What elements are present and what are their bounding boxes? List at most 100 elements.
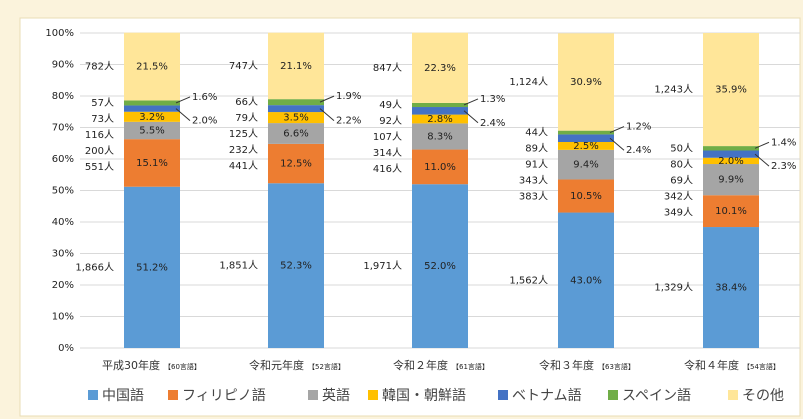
x-tick-label: 令和２年度 (393, 358, 448, 372)
count-label: 383人 (519, 191, 548, 203)
bar-segment (703, 157, 759, 165)
outside-value-label: 1.3% (480, 94, 505, 105)
bar-segment (558, 212, 614, 348)
value-label: 35.9% (715, 85, 747, 96)
leader-line (319, 95, 335, 103)
y-tick-label: 40% (52, 217, 74, 228)
legend-swatch (88, 390, 98, 400)
legend-swatch (498, 390, 508, 400)
y-tick-label: 0% (58, 343, 74, 354)
count-label: 57人 (91, 97, 114, 109)
x-tick-label: 令和３年度 (539, 358, 594, 372)
bar-segment (558, 33, 614, 131)
value-label: 10.5% (570, 191, 602, 202)
count-label: 232人 (229, 144, 258, 156)
value-label: 52.0% (424, 261, 456, 272)
bar-segment (124, 105, 180, 112)
value-label: 2.8% (427, 114, 452, 125)
y-tick-label: 30% (52, 249, 74, 260)
count-label: 50人 (670, 142, 693, 154)
value-label: 5.5% (139, 125, 164, 136)
count-label: 89人 (525, 143, 548, 155)
count-label: 49人 (379, 99, 402, 111)
leader-line (463, 98, 479, 106)
bar-segment (268, 32, 324, 100)
bar-segment (124, 121, 180, 140)
count-label: 1,329人 (654, 282, 693, 294)
bar-segment (412, 114, 468, 124)
count-label: 416人 (373, 163, 402, 175)
leader-line (319, 108, 335, 121)
bar-segment (412, 107, 468, 115)
legend-label: その他 (742, 388, 784, 404)
bar-segment (703, 227, 759, 348)
count-label: 1,562人 (509, 274, 548, 286)
bar-segment (703, 164, 759, 196)
value-label: 11.0% (424, 162, 456, 173)
y-tick-label: 80% (52, 91, 74, 102)
value-label: 8.3% (427, 131, 452, 142)
bar-segment (124, 32, 180, 101)
value-label: 3.2% (139, 112, 164, 123)
outside-value-label: 2.2% (336, 116, 361, 127)
bar-segment (703, 195, 759, 228)
x-tick-note: 【61言語】 (452, 362, 489, 371)
value-label: 9.4% (573, 160, 598, 171)
bar-segment (268, 143, 324, 184)
count-label: 66人 (235, 96, 258, 108)
outside-value-label: 1.2% (626, 122, 651, 133)
value-label: 51.2% (136, 262, 168, 273)
bar-segment (412, 149, 468, 185)
y-tick-label: 60% (52, 154, 74, 165)
leader-line (175, 96, 191, 104)
count-label: 1,866人 (75, 261, 114, 273)
count-label: 1,124人 (509, 76, 548, 88)
bar-segment (268, 123, 324, 144)
value-label: 3.5% (283, 113, 308, 124)
x-tick-label: 令和４年度 (684, 358, 739, 372)
x-tick-label: 令和元年度 (249, 358, 304, 372)
leader-line (609, 126, 625, 133)
value-label: 52.3% (280, 261, 312, 272)
bar-segment (268, 112, 324, 124)
bar-segment (703, 33, 759, 147)
outside-value-label: 1.4% (771, 137, 796, 148)
count-label: 91人 (525, 159, 548, 171)
outside-value-label: 2.0% (192, 116, 217, 127)
x-tick-note: 【52言語】 (308, 362, 345, 371)
legend-label: 英語 (322, 387, 350, 404)
outside-value-label: 2.3% (771, 161, 796, 172)
legend-label: スペイン語 (622, 388, 691, 404)
count-label: 80人 (670, 158, 693, 170)
legend-swatch (728, 390, 738, 400)
leader-line (463, 110, 479, 124)
bar-segment (558, 149, 614, 180)
count-label: 200人 (85, 145, 114, 157)
value-label: 38.4% (715, 283, 747, 294)
bar-segment (558, 179, 614, 213)
value-label: 22.3% (424, 63, 456, 74)
outside-value-label: 1.6% (192, 92, 217, 103)
count-label: 551人 (85, 161, 114, 173)
x-tick-note: 【60言語】 (164, 362, 201, 371)
value-label: 9.9% (718, 175, 743, 186)
count-label: 92人 (379, 115, 402, 127)
count-label: 44人 (525, 127, 548, 139)
bar-segment (268, 105, 324, 113)
y-tick-label: 50% (52, 186, 74, 197)
outside-value-label: 1.9% (336, 91, 361, 102)
legend-label: フィリピノ語 (182, 388, 266, 404)
y-tick-label: 70% (52, 123, 74, 134)
bar-segment (703, 146, 759, 151)
count-label: 1,851人 (219, 260, 258, 272)
count-label: 1,243人 (654, 84, 693, 96)
outside-value-label: 2.4% (626, 145, 651, 156)
x-tick-note: 【54言語】 (743, 362, 780, 371)
x-tick-note: 【63言語】 (598, 362, 635, 371)
legend-swatch (308, 390, 318, 400)
y-tick-label: 10% (52, 312, 74, 323)
bar-segment (558, 141, 614, 150)
leader-line (754, 141, 770, 149)
y-tick-label: 100% (45, 28, 74, 39)
